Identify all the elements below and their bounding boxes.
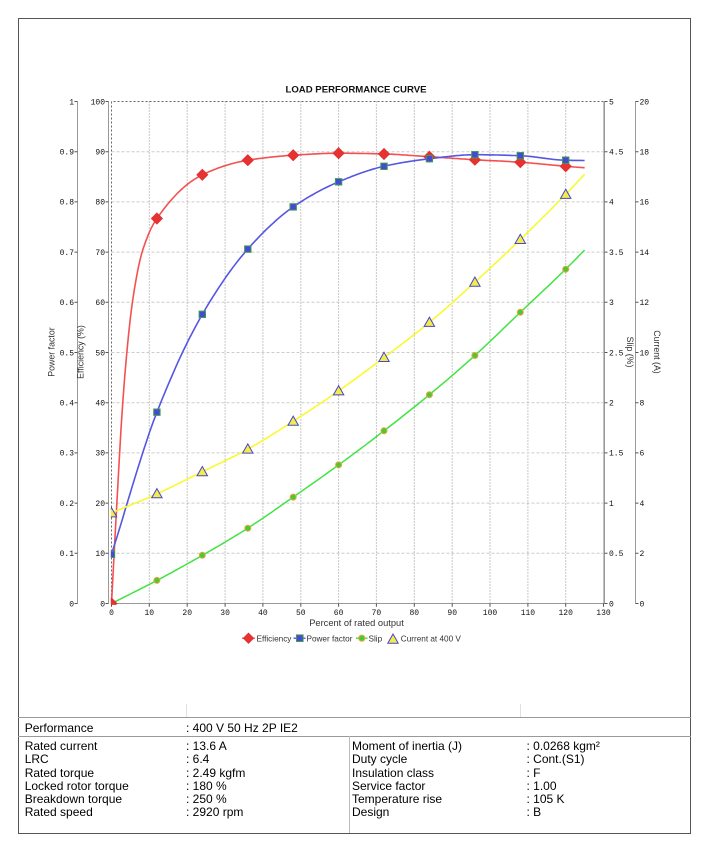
svg-text:4.5: 4.5 <box>609 149 624 158</box>
svg-text:16: 16 <box>640 199 650 208</box>
svg-text:Efficiency: Efficiency <box>257 634 293 643</box>
svg-text:0: 0 <box>100 600 105 609</box>
svg-text:10: 10 <box>144 609 154 618</box>
svg-text:70: 70 <box>372 609 382 618</box>
svg-text:120: 120 <box>558 609 573 618</box>
svg-text:0: 0 <box>640 600 645 609</box>
svg-text:40: 40 <box>258 609 268 618</box>
svg-text:60: 60 <box>95 299 105 308</box>
svg-text:8: 8 <box>640 400 645 409</box>
svg-text:0.9: 0.9 <box>60 149 75 158</box>
svg-text:0.2: 0.2 <box>60 500 75 509</box>
svg-text:1: 1 <box>69 98 74 107</box>
svg-text:0: 0 <box>69 600 74 609</box>
svg-text:40: 40 <box>95 400 105 409</box>
svg-text:90: 90 <box>95 149 105 158</box>
svg-text:0.6: 0.6 <box>60 299 75 308</box>
svg-text:0.4: 0.4 <box>60 400 75 409</box>
svg-text:Efficiency (%): Efficiency (%) <box>76 325 86 379</box>
svg-text:1: 1 <box>609 500 614 509</box>
svg-text:3: 3 <box>609 299 614 308</box>
svg-text:4: 4 <box>609 199 614 208</box>
svg-text:14: 14 <box>640 249 650 258</box>
svg-text:20: 20 <box>640 98 650 107</box>
svg-text:50: 50 <box>296 609 306 618</box>
svg-text:Current (A): Current (A) <box>652 330 662 374</box>
svg-text:4: 4 <box>640 500 645 509</box>
svg-text:6: 6 <box>640 450 645 459</box>
svg-text:Slip (%): Slip (%) <box>625 337 635 368</box>
svg-text:Percent of rated output: Percent of rated output <box>309 618 404 628</box>
svg-text:50: 50 <box>95 349 105 358</box>
svg-text:10: 10 <box>640 349 650 358</box>
svg-text:20: 20 <box>182 609 192 618</box>
svg-text:0: 0 <box>109 609 114 618</box>
svg-text:80: 80 <box>95 199 105 208</box>
svg-text:12: 12 <box>640 299 650 308</box>
svg-text:60: 60 <box>334 609 344 618</box>
svg-text:0.1: 0.1 <box>60 550 75 559</box>
svg-text:1.5: 1.5 <box>609 450 624 459</box>
svg-text:Current at 400 V: Current at 400 V <box>401 634 462 643</box>
svg-text:70: 70 <box>95 249 105 258</box>
svg-text:0.8: 0.8 <box>60 199 75 208</box>
svg-text:LOAD PERFORMANCE CURVE: LOAD PERFORMANCE CURVE <box>285 85 427 96</box>
svg-text:90: 90 <box>447 609 457 618</box>
svg-text:Power factor: Power factor <box>47 327 57 376</box>
svg-text:0.7: 0.7 <box>60 249 75 258</box>
svg-text:Slip: Slip <box>369 634 383 643</box>
svg-text:20: 20 <box>95 500 105 509</box>
svg-text:0.5: 0.5 <box>609 550 624 559</box>
svg-text:Power factor: Power factor <box>307 634 353 643</box>
svg-text:2: 2 <box>609 400 614 409</box>
svg-text:3.5: 3.5 <box>609 249 624 258</box>
svg-text:80: 80 <box>409 609 419 618</box>
svg-text:10: 10 <box>95 550 105 559</box>
svg-text:30: 30 <box>220 609 230 618</box>
svg-text:2: 2 <box>640 550 645 559</box>
svg-text:5: 5 <box>609 98 614 107</box>
svg-text:100: 100 <box>483 609 498 618</box>
svg-text:0.5: 0.5 <box>60 349 75 358</box>
svg-text:2.5: 2.5 <box>609 349 624 358</box>
svg-text:0.3: 0.3 <box>60 450 75 459</box>
svg-text:30: 30 <box>95 450 105 459</box>
svg-text:110: 110 <box>521 609 536 618</box>
svg-text:0: 0 <box>609 600 614 609</box>
svg-text:100: 100 <box>91 98 106 107</box>
svg-text:130: 130 <box>596 609 611 618</box>
svg-text:18: 18 <box>640 149 650 158</box>
